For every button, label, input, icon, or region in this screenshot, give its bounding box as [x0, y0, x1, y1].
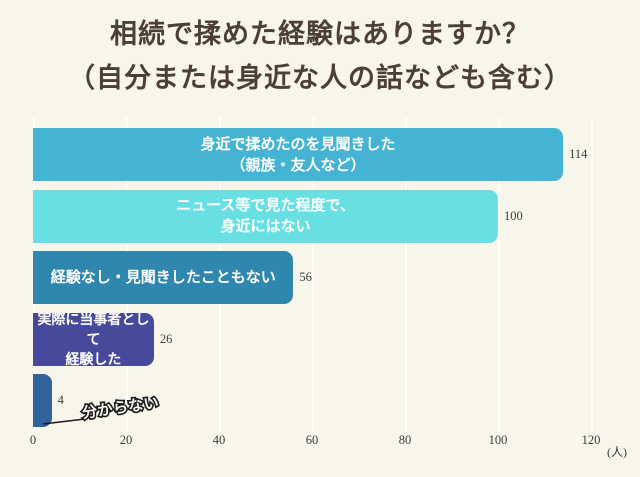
x-tick-label: 60 — [305, 433, 319, 447]
bar-no-experience: 経験なし・見聞きしたこともない — [33, 251, 294, 304]
bar-label: 身近にはない — [220, 218, 311, 235]
x-tick-label: 0 — [29, 433, 37, 447]
bar-row: ニュース等で見た程度で、 身近にはない 100 — [33, 189, 633, 243]
bar-label: ニュース等で見た程度で、 — [176, 197, 355, 214]
gridline — [498, 118, 500, 432]
chart-title-line1: 相続で揉めた経験はありますか？ — [110, 19, 530, 49]
axis-unit-label: (人) — [607, 445, 627, 459]
bar-group: 身近で揉めたのを見聞きした （親族・友人など） 114 ニュース等で見た程度で、… — [33, 128, 633, 427]
bar-label: 身近で揉めたのを見聞きした — [200, 135, 396, 153]
bar-value-label: 26 — [159, 331, 173, 346]
x-tick-label: 120 — [581, 433, 601, 447]
x-tick-label: 20 — [119, 433, 133, 447]
annotation-text: 分からない — [81, 394, 160, 422]
bar-label: 経験なし・見聞きしたこともない — [50, 269, 276, 286]
gridline — [312, 118, 314, 432]
bar-row: 経験なし・見聞きしたこともない 56 — [33, 251, 633, 304]
bar-label: （親族・友人など） — [230, 156, 366, 174]
bar-value-label: 56 — [299, 270, 312, 284]
dont-know-annotation: 分からない — [42, 393, 162, 425]
bar-row: 身近で揉めたのを見聞きした （親族・友人など） 114 — [33, 128, 633, 181]
gridline — [591, 118, 593, 432]
x-tick-label: 80 — [398, 433, 412, 447]
bar-row: 4 — [33, 374, 633, 427]
bar-label: 経験した — [65, 351, 122, 366]
chart-title: 相続で揉めた経験はありますか？ （自分または身近な人の話なども含む） — [0, 12, 640, 100]
bar-value-label: 100 — [504, 208, 523, 223]
annotation-leader-line — [42, 418, 86, 425]
bar-news-only: ニュース等で見た程度で、 身近にはない — [33, 189, 498, 243]
bar-label: 実際に当事者として — [37, 312, 150, 348]
bar-value-label: 114 — [569, 147, 588, 161]
chart-title-line2: （自分または身近な人の話なども含む） — [68, 63, 572, 93]
x-tick-label: 100 — [488, 433, 508, 447]
bar-row: 実際に当事者として 経験した 26 — [33, 312, 633, 366]
x-axis: 0 20 40 60 80 100 120 (人) — [29, 433, 633, 463]
x-tick-label: 40 — [212, 433, 226, 447]
bar-dont-know — [33, 374, 52, 427]
bar-value-label: 4 — [57, 393, 64, 407]
gridline — [405, 118, 407, 432]
bar-direct-experience: 実際に当事者として 経験した — [33, 312, 154, 366]
bar-seen-nearby: 身近で揉めたのを見聞きした （親族・友人など） — [33, 128, 564, 181]
